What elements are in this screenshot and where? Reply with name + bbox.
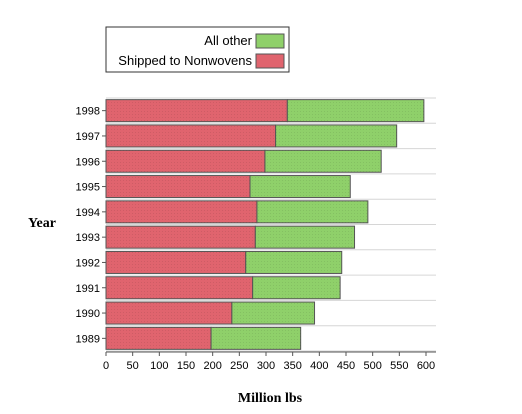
x-tick-label: 100 xyxy=(150,360,168,372)
x-tick-label: 0 xyxy=(103,360,109,372)
bar-texture xyxy=(255,226,355,249)
bar-texture xyxy=(106,302,232,325)
bar-texture xyxy=(252,276,341,299)
x-tick-label: 150 xyxy=(177,360,195,372)
y-tick-label: 1990 xyxy=(76,308,100,320)
x-tick-label: 50 xyxy=(127,360,139,372)
bar-texture xyxy=(106,200,257,223)
x-axis-label: Million lbs xyxy=(238,391,303,406)
y-tick-label: 1989 xyxy=(76,333,100,345)
y-tick-label: 1993 xyxy=(76,232,100,244)
bar-texture xyxy=(231,302,315,325)
bar-texture xyxy=(106,150,265,173)
bar-texture xyxy=(106,124,276,147)
legend-swatch xyxy=(255,53,285,69)
bar-texture xyxy=(106,276,253,299)
x-tick-label: 450 xyxy=(337,360,355,372)
bar-texture xyxy=(256,200,368,223)
y-tick-label: 1995 xyxy=(76,182,100,194)
y-axis-ticks: 1998 1997 1996 1995 1994 1993 1992 1991 1990 1989 xyxy=(76,106,106,345)
x-tick-label: 550 xyxy=(390,360,408,372)
x-tick-label: 350 xyxy=(283,360,301,372)
x-tick-label: 250 xyxy=(230,360,248,372)
bar-texture xyxy=(106,99,288,122)
bar-texture xyxy=(275,124,397,147)
x-tick-label: 400 xyxy=(310,360,328,372)
x-tick-label: 300 xyxy=(257,360,275,372)
bar-texture xyxy=(106,251,246,274)
legend: All other Shipped to Nonwovens xyxy=(105,26,290,73)
bar-texture xyxy=(211,327,301,350)
x-tick-label: 500 xyxy=(363,360,381,372)
y-tick-label: 1994 xyxy=(76,207,100,219)
bar-texture xyxy=(287,99,424,122)
bars xyxy=(105,99,425,350)
x-tick-label: 600 xyxy=(417,360,435,372)
y-tick-label: 1997 xyxy=(76,131,100,143)
bar-texture xyxy=(106,175,250,198)
x-tick-label: 200 xyxy=(203,360,221,372)
y-tick-label: 1992 xyxy=(76,257,100,269)
bar-texture xyxy=(264,150,382,173)
bar-texture xyxy=(106,226,256,249)
bar-texture xyxy=(245,251,342,274)
bar-texture xyxy=(250,175,351,198)
bar-texture xyxy=(106,327,212,350)
plot-area: 1998 1997 1996 1995 1994 1993 1992 1991 1990 1989… xyxy=(76,97,436,372)
y-axis-label: Year xyxy=(28,216,56,231)
legend-swatch xyxy=(255,33,285,49)
y-tick-label: 1998 xyxy=(76,106,100,118)
y-tick-label: 1991 xyxy=(76,283,100,295)
legend-label: All other xyxy=(204,33,252,48)
gridlines xyxy=(106,97,436,352)
y-tick-label: 1996 xyxy=(76,156,100,168)
x-axis-ticks: 0 50 100 150 200 250 300 350 400 450 500 550 600 xyxy=(103,352,435,372)
legend-label: Shipped to Nonwovens xyxy=(118,53,252,68)
